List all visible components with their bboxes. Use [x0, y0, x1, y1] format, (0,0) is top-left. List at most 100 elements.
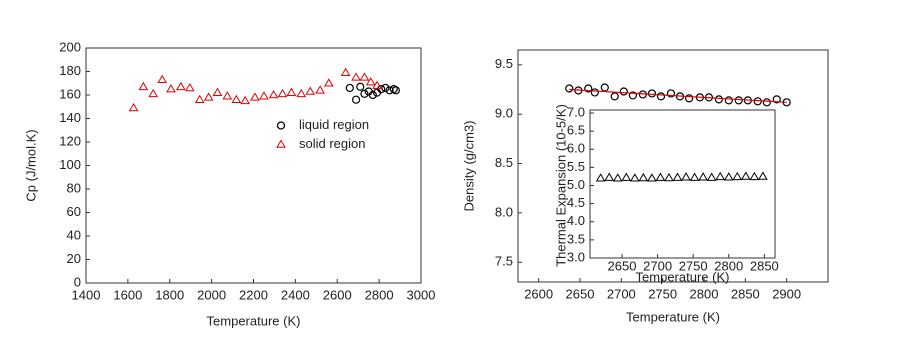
x-tick-label: 2000 [197, 287, 226, 302]
y-tick-label: 200 [59, 39, 81, 54]
x-tick-label: 2650 [566, 286, 595, 301]
x-axis-label: Temperature (K) [626, 309, 720, 324]
fit-line [569, 88, 787, 103]
data-point [324, 78, 334, 87]
data-point [647, 173, 657, 182]
panel: 2600 2650 2700 2750 2800 2850 2900 7.5 8.0 8.5 9.0… [461, 49, 829, 324]
plot-frame [85, 47, 422, 284]
data-point [268, 90, 279, 99]
y-tick-label: 8.0 [495, 204, 513, 219]
x-tick-label: 2800 [714, 258, 743, 273]
legend-label: solid region [299, 136, 366, 151]
data-point [600, 83, 609, 92]
data-point [619, 87, 628, 96]
panel: 1400 1600 1800 2000 2200 2400 2600 2800 3000 0 20 4… [23, 39, 435, 328]
x-tick-label: 3000 [407, 287, 436, 302]
data-point [758, 171, 768, 180]
y-tick-label: 3.0 [567, 249, 585, 264]
x-axis-label: Temperature (K) [207, 313, 301, 328]
y-tick-label: 7.0 [567, 104, 585, 119]
data-point [372, 80, 382, 89]
y-tick-label: 4.0 [567, 213, 585, 228]
data-point [360, 89, 369, 98]
data-point [194, 94, 205, 103]
y-tick-label: 40 [67, 227, 81, 242]
data-point [259, 91, 269, 100]
x-axis-label: Temperature (K) [636, 269, 730, 284]
y-tick-label: 9.5 [495, 56, 513, 71]
data-point [610, 92, 619, 101]
plot-frame [589, 109, 776, 259]
data-point [681, 172, 691, 181]
x-tick-label: 2850 [750, 258, 779, 273]
data-point [128, 102, 139, 112]
data-point [315, 85, 325, 94]
data-point [231, 94, 242, 103]
data-point [762, 98, 771, 107]
x-tick-label: 2600 [524, 286, 553, 301]
data-point [305, 86, 316, 95]
y-tick-label: 5.5 [567, 159, 585, 174]
data-point [222, 91, 233, 100]
data-point [565, 84, 574, 93]
data-point [656, 92, 666, 101]
data-point [368, 90, 377, 100]
data-point [723, 172, 734, 181]
data-point [740, 171, 751, 180]
data-point [734, 96, 743, 105]
data-point [365, 77, 376, 86]
legend-marker [276, 121, 286, 130]
y-tick-label: 9.0 [495, 106, 513, 121]
data-point [666, 89, 676, 98]
data-point [277, 88, 288, 98]
y-axis-label: Density (g/cm3) [461, 120, 476, 211]
y-axis-label: Cp (J/mol.K) [23, 129, 38, 201]
x-tick-label: 2900 [772, 286, 801, 301]
data-point [612, 173, 623, 182]
y-tick-label: 0 [74, 274, 81, 289]
x-tick-label: 1800 [155, 287, 184, 302]
data-point [685, 94, 694, 103]
data-point [638, 172, 649, 182]
y-tick-label: 4.5 [567, 195, 585, 210]
data-point [250, 92, 260, 101]
data-point [138, 81, 149, 91]
y-tick-label: 120 [59, 133, 81, 148]
data-point [212, 87, 223, 96]
x-tick-label: 2200 [239, 287, 268, 302]
x-tick-label: 2650 [608, 258, 637, 273]
y-tick-label: 160 [59, 86, 81, 101]
data-point [351, 72, 361, 81]
y-tick-label: 6.0 [567, 141, 585, 156]
x-tick-label: 2800 [365, 287, 394, 302]
data-point [664, 172, 674, 182]
y-tick-label: 80 [67, 180, 81, 195]
data-point [345, 83, 354, 93]
y-tick-label: 8.5 [495, 155, 513, 170]
x-tick-label: 2700 [643, 258, 672, 273]
data-point [724, 96, 733, 105]
data-point [732, 171, 743, 181]
x-tick-label: 2800 [690, 286, 719, 301]
data-point [772, 95, 781, 104]
data-point [166, 84, 176, 93]
data-point [203, 92, 214, 101]
data-point [590, 88, 599, 97]
data-point [175, 81, 186, 91]
data-point [715, 171, 726, 181]
x-tick-label: 2600 [323, 287, 352, 302]
x-tick-label: 1600 [113, 287, 142, 302]
x-tick-label: 1400 [72, 287, 101, 302]
y-tick-label: 5.0 [567, 177, 585, 192]
data-point [240, 95, 250, 105]
legend-label: liquid region [299, 117, 369, 132]
data-point [377, 85, 386, 94]
data-point [672, 172, 683, 181]
data-point [391, 86, 400, 95]
data-point [629, 173, 640, 182]
inset-background [590, 110, 775, 258]
x-tick-label: 2400 [281, 287, 310, 302]
y-tick-label: 20 [67, 251, 81, 266]
x-tick-label: 2700 [607, 286, 636, 301]
